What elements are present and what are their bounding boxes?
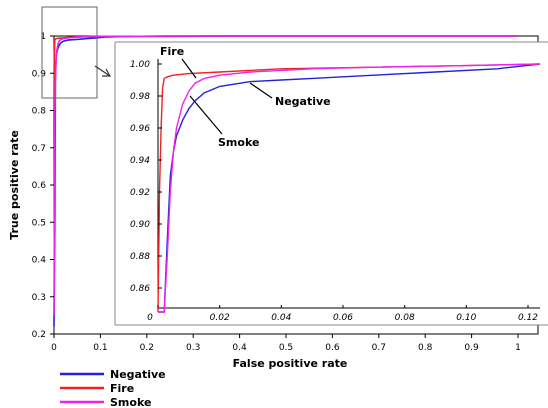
annotation-fire-pointer [181, 58, 197, 79]
inset-y-tick-label: 0.88 [130, 252, 150, 262]
main-x-tick-label: 0.6 [325, 343, 340, 353]
inset-x-axis-ticks: 0 0.02 0.04 0.06 0.08 0.10 0.12 [147, 305, 538, 323]
main-x-tick-label: 1 [515, 343, 521, 353]
main-y-tick-label: 0.2 [32, 330, 46, 340]
main-x-tick-label: 0.7 [372, 343, 386, 353]
main-x-tick-label: 0.4 [232, 343, 247, 353]
inset-x-tick-label: 0.12 [518, 313, 538, 323]
inset-y-tick-label: 0.98 [130, 92, 150, 102]
legend-label-negative: Negative [110, 368, 166, 381]
main-y-tick-label: 1 [40, 32, 46, 42]
annotation-smoke: Smoke [218, 136, 259, 149]
y-axis-label: True positive rate [8, 130, 21, 240]
main-plot: 0 0.1 0.2 0.3 0.4 0.5 0.6 0.7 0.8 0.9 1 0.20.30.40… [8, 32, 539, 370]
main-y-tick-label: 0.8 [32, 107, 47, 117]
main-x-tick-label: 0.8 [418, 343, 433, 353]
main-y-tick-label: 0.7 [32, 144, 46, 154]
inset-y-tick-label: 1.00 [130, 60, 150, 70]
inset-x-tick-label: 0.06 [333, 313, 353, 323]
inset-series-line-negative [158, 63, 541, 313]
inset-x-tick-label: 0 [147, 313, 153, 323]
zoom-arrow [94, 65, 112, 77]
inset-series-line-smoke [158, 63, 541, 313]
main-y-tick-label: 0.5 [32, 218, 46, 228]
main-x-tick-label: 0 [51, 343, 57, 353]
legend-label-smoke: Smoke [110, 396, 151, 408]
annotation-negative: Negative [275, 95, 331, 108]
inset-plot: 0 0.02 0.04 0.06 0.08 0.10 0.12 0.860.880.900.… [114, 41, 548, 326]
main-y-axis-ticks: 0.2 0.3 0.4 0.5 0.6 0.7 0.8 0.9 1 [32, 32, 54, 340]
inset-x-tick-label: 0.02 [210, 313, 230, 323]
inset-y-tick-label: 0.94 [130, 156, 150, 166]
main-x-tick-label: 0.1 [93, 343, 107, 353]
inset-y-tick-label: 0.96 [130, 124, 150, 134]
annotation-negative-pointer [249, 82, 273, 99]
annotation-fire: Fire [160, 45, 184, 58]
main-series-group [53, 35, 518, 327]
main-y-tick-label: 0.9 [32, 69, 47, 79]
main-x-tick-label: 0.5 [279, 343, 293, 353]
inset-y-axis-ticks: 0.86 0.88 0.90 0.92 0.94 0.96 0.98 1.00 [130, 60, 162, 294]
x-axis-label: False positive rate [233, 357, 348, 370]
legend-label-fire: Fire [110, 382, 134, 395]
inset-x-tick-label: 0.04 [271, 313, 291, 323]
inset-x-tick-label: 0.10 [456, 313, 476, 323]
main-series-line-smoke [53, 35, 518, 316]
annotation-smoke-pointer [189, 95, 223, 135]
zoom-region-box [41, 6, 98, 99]
inset-background [115, 42, 548, 325]
main-y-tick-label: 0.4 [32, 256, 47, 266]
inset-x-tick-label: 0.08 [395, 313, 415, 323]
main-y-tick-label: 0.3 [32, 293, 46, 303]
inset-y-tick-label: 0.90 [130, 220, 150, 230]
main-x-tick-label: 0.2 [140, 343, 154, 353]
main-y-tick-label: 0.6 [32, 181, 47, 191]
main-x-axis-ticks: 0 0.1 0.2 0.3 0.4 0.5 0.6 0.7 0.8 0.9 1 [51, 334, 521, 353]
main-x-tick-label: 0.3 [186, 343, 200, 353]
inset-y-tick-label: 0.86 [130, 284, 150, 294]
main-x-tick-label: 0.9 [464, 343, 479, 353]
inset-y-tick-label: 0.92 [130, 188, 150, 198]
